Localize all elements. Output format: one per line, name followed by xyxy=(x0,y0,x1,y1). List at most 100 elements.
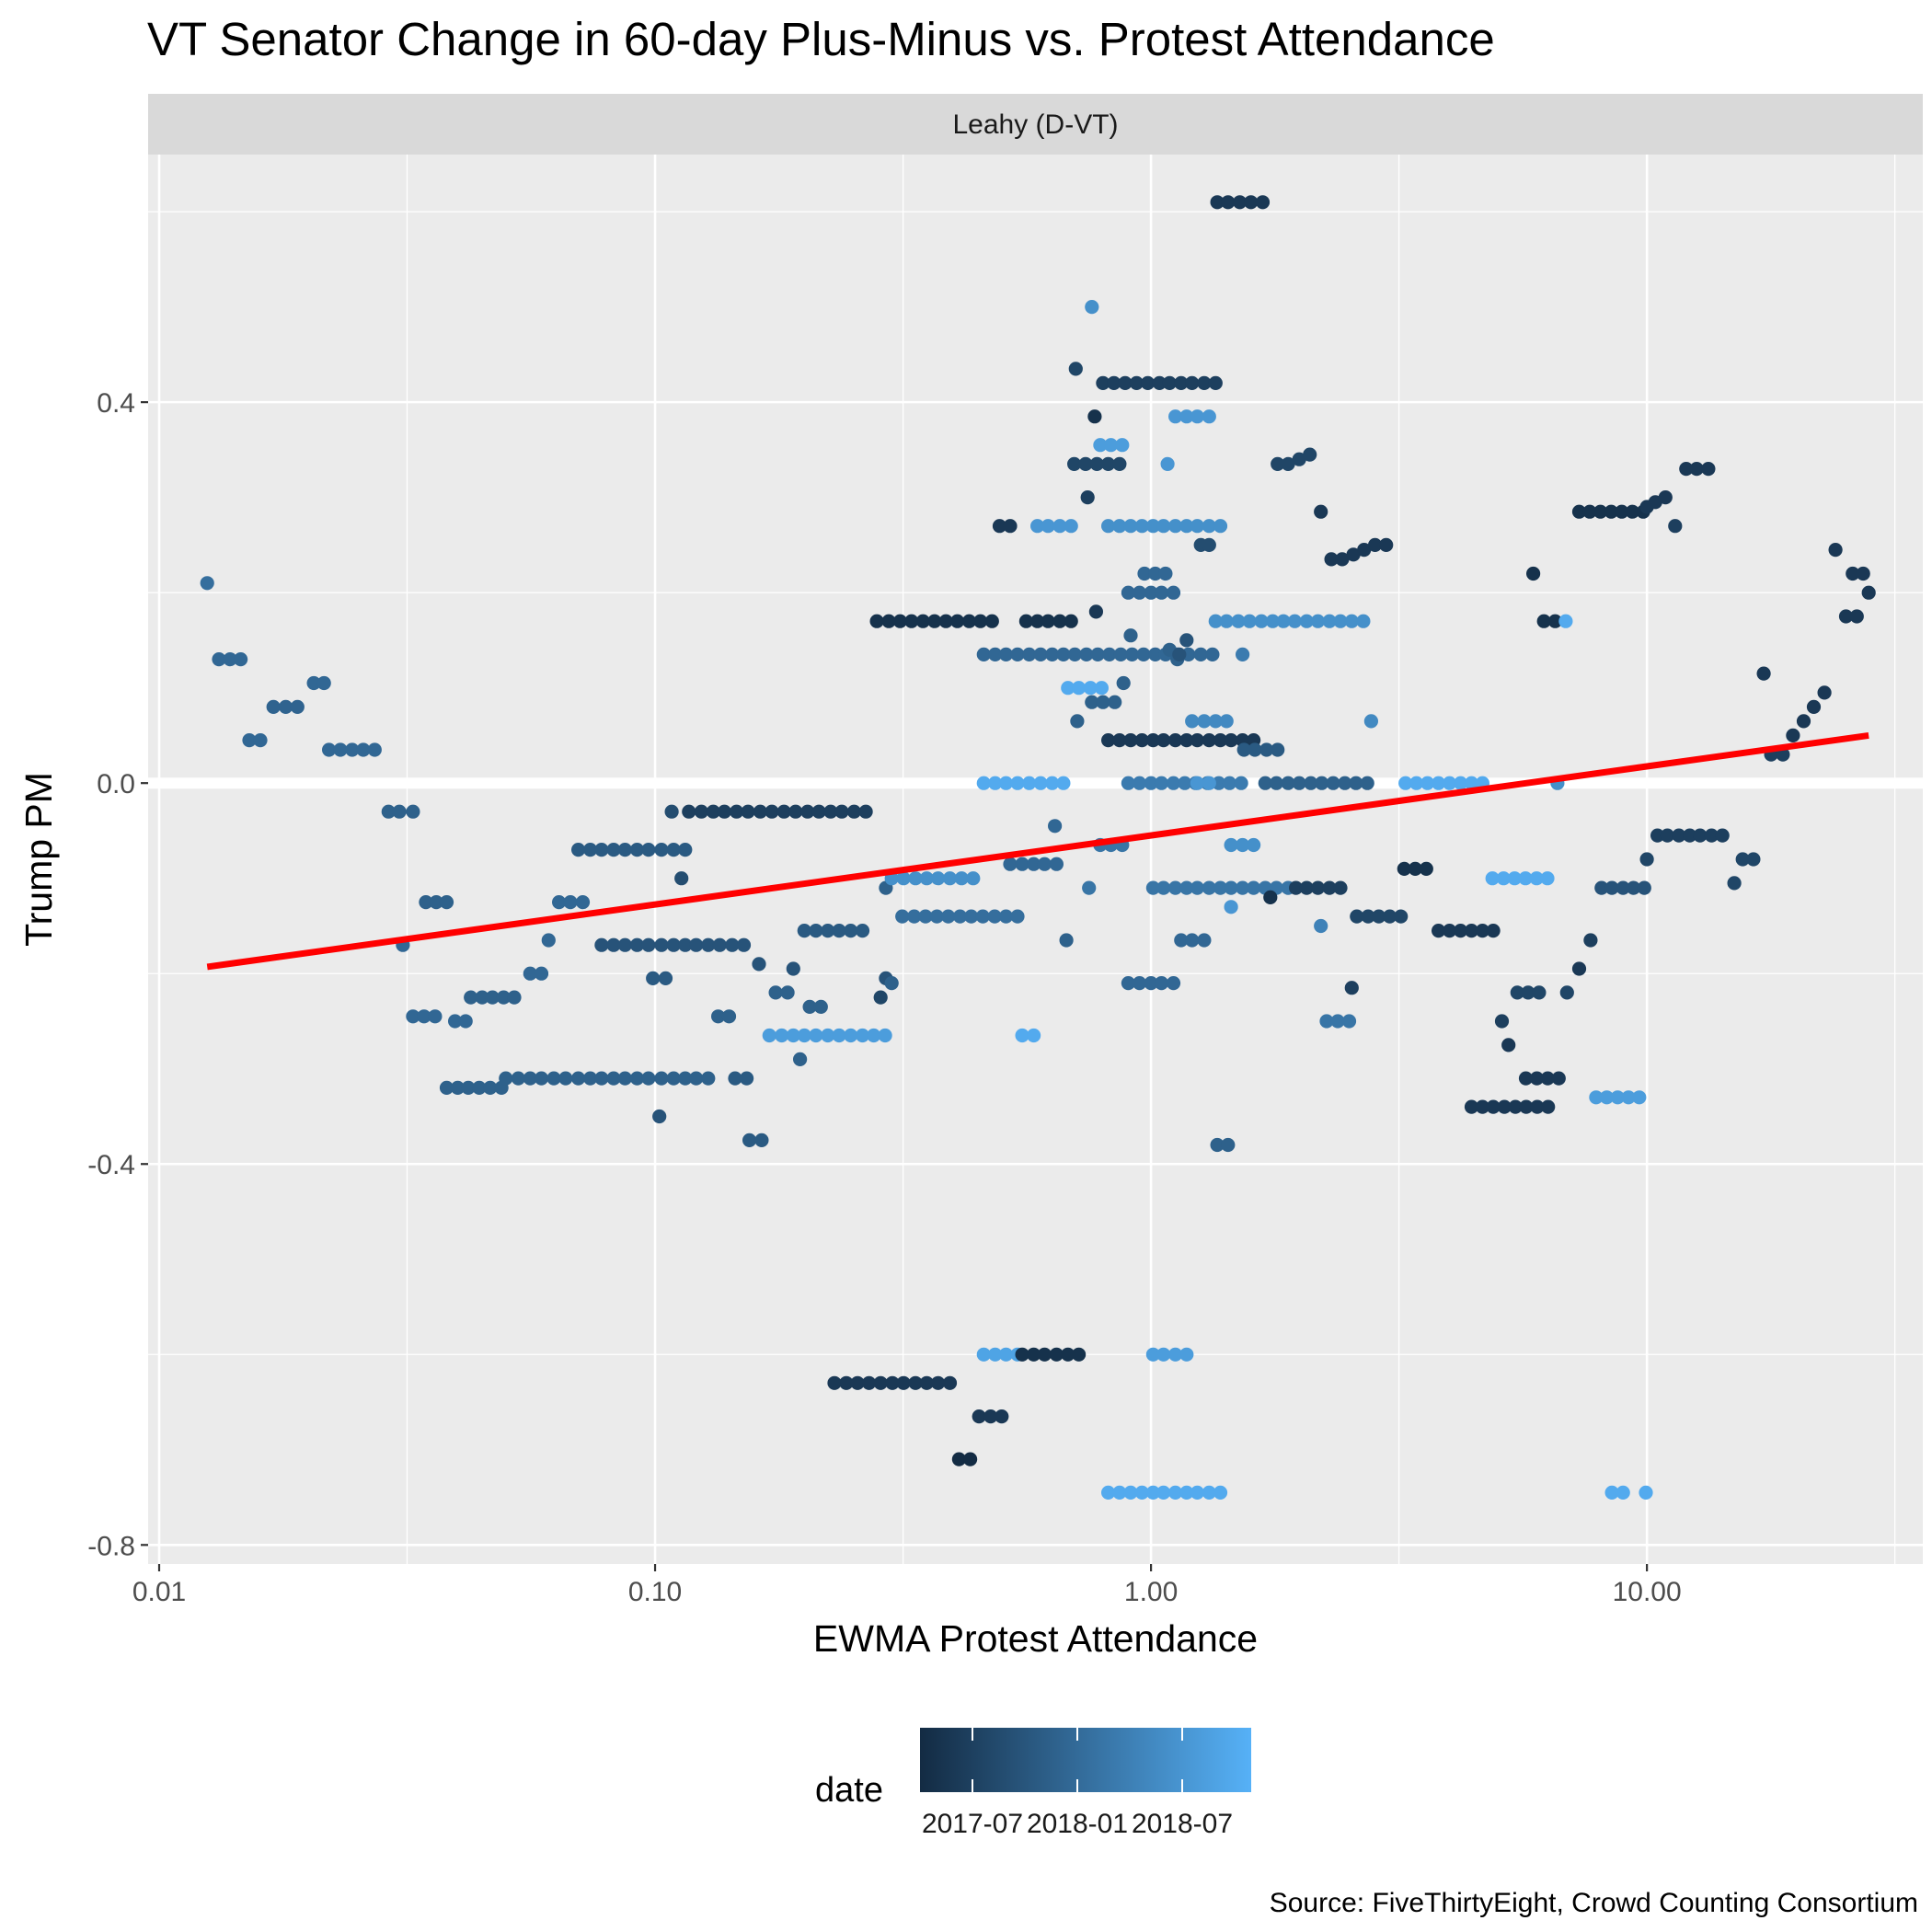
data-point xyxy=(1022,776,1037,790)
data-point xyxy=(1221,195,1236,210)
data-point xyxy=(419,895,433,910)
data-point xyxy=(641,843,656,857)
data-point xyxy=(266,699,281,715)
data-point xyxy=(988,1347,1003,1362)
data-point xyxy=(1593,504,1608,519)
x-tick-label: 0.10 xyxy=(628,1577,682,1607)
data-point xyxy=(1236,742,1251,757)
data-point xyxy=(1166,585,1181,600)
data-point xyxy=(499,1071,513,1086)
data-point xyxy=(1639,852,1654,867)
x-tick-label: 10.00 xyxy=(1613,1577,1682,1607)
data-point xyxy=(1615,504,1629,519)
trend-line xyxy=(206,731,1869,971)
data-point xyxy=(1269,776,1283,790)
data-point xyxy=(711,1009,726,1024)
data-point xyxy=(429,895,443,910)
data-point xyxy=(629,843,645,857)
data-point xyxy=(1156,733,1171,748)
data-point xyxy=(725,937,740,952)
data-point xyxy=(1518,1071,1534,1086)
data-point xyxy=(1236,647,1250,662)
data-point xyxy=(617,1071,633,1086)
data-point xyxy=(1064,614,1078,628)
data-point xyxy=(1154,585,1169,600)
data-point xyxy=(1168,1485,1183,1500)
data-point xyxy=(1861,585,1876,600)
data-point xyxy=(892,614,908,628)
data-point xyxy=(1746,852,1761,867)
data-point xyxy=(1219,614,1234,628)
data-point xyxy=(1432,776,1446,790)
data-point xyxy=(200,576,214,591)
data-point xyxy=(1259,742,1274,757)
data-point xyxy=(1540,1071,1555,1086)
data-point xyxy=(1010,776,1025,790)
data-point xyxy=(931,871,946,886)
data-point xyxy=(666,1071,681,1086)
data-point xyxy=(1330,1014,1345,1029)
data-point xyxy=(1255,195,1271,210)
data-point xyxy=(1464,924,1479,938)
data-point xyxy=(1185,375,1200,390)
data-point xyxy=(1133,776,1147,790)
data-point xyxy=(290,699,305,715)
data-point xyxy=(629,1071,645,1086)
data-point xyxy=(1101,519,1116,534)
data-point xyxy=(1129,375,1144,390)
data-point xyxy=(793,1052,808,1066)
data-point xyxy=(1208,375,1223,390)
data-point xyxy=(1048,819,1063,834)
data-point xyxy=(1693,828,1708,843)
data-point xyxy=(1571,961,1587,976)
data-point xyxy=(1094,681,1109,696)
data-point xyxy=(1547,614,1562,628)
data-point xyxy=(998,776,1014,790)
data-point xyxy=(1454,924,1468,938)
data-point xyxy=(1616,880,1630,895)
data-point xyxy=(1735,852,1750,867)
data-point xyxy=(1190,880,1204,895)
data-point xyxy=(1190,733,1204,748)
data-point xyxy=(797,1028,811,1043)
data-point xyxy=(1116,675,1131,691)
data-point xyxy=(1193,647,1208,662)
data-point xyxy=(1190,776,1204,790)
data-point xyxy=(1145,880,1160,895)
data-point xyxy=(1059,933,1074,948)
data-point xyxy=(1121,976,1135,991)
data-point xyxy=(1356,614,1371,628)
data-point xyxy=(728,1071,742,1086)
data-point xyxy=(594,843,609,857)
data-point xyxy=(1210,1137,1225,1153)
data-point xyxy=(678,937,693,952)
data-point xyxy=(1349,776,1363,790)
data-point xyxy=(976,776,991,790)
data-point xyxy=(1756,666,1771,681)
x-axis-title: EWMA Protest Attendance xyxy=(813,1617,1258,1660)
data-point xyxy=(450,1080,466,1095)
data-point xyxy=(1224,880,1238,895)
y-axis-ticks: 0.4 0.0 -0.4 -0.8 xyxy=(87,388,148,1561)
data-point xyxy=(1179,1485,1194,1500)
data-point xyxy=(1322,880,1337,895)
data-point xyxy=(534,1071,549,1086)
data-point xyxy=(1148,647,1163,662)
y-tick-label: 0.4 xyxy=(97,388,135,419)
data-point xyxy=(575,895,591,910)
data-point xyxy=(862,1375,877,1390)
data-point xyxy=(1689,462,1704,477)
data-point xyxy=(345,742,360,757)
data-point xyxy=(1536,614,1551,628)
data-point xyxy=(1530,1099,1545,1114)
data-point xyxy=(606,843,621,857)
data-point xyxy=(646,971,661,985)
data-point xyxy=(1368,537,1383,553)
data-point xyxy=(1208,714,1223,729)
data-point xyxy=(908,1375,923,1390)
data-point xyxy=(583,843,598,857)
data-point xyxy=(1145,1347,1160,1362)
data-point xyxy=(1604,504,1618,519)
data-point xyxy=(988,647,1003,662)
data-point xyxy=(1179,409,1194,424)
